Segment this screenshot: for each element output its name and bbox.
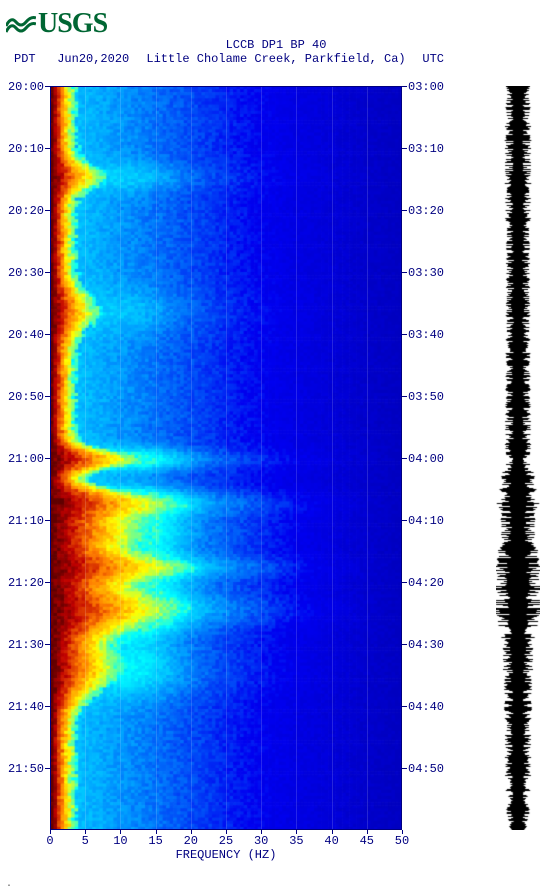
x-tick-mark — [261, 830, 262, 834]
y-left-tick-mark — [45, 582, 50, 583]
gridline — [332, 86, 333, 830]
y-left-tick-label: 20:40 — [8, 328, 44, 342]
x-tick-label: 30 — [254, 834, 268, 848]
y-right-tick-label: 04:40 — [408, 700, 444, 714]
gridline — [156, 86, 157, 830]
x-tick-mark — [332, 830, 333, 834]
x-tick-mark — [120, 830, 121, 834]
y-left-tick-label: 21:00 — [8, 452, 44, 466]
x-tick-mark — [402, 830, 403, 834]
gridline — [120, 86, 121, 830]
footnote: . — [6, 879, 12, 890]
y-right-tick-label: 04:10 — [408, 514, 444, 528]
y-left-tick-label: 20:30 — [8, 266, 44, 280]
x-tick-mark — [367, 830, 368, 834]
y-right-tick-mark — [402, 644, 407, 645]
y-right-tick-label: 03:20 — [408, 204, 444, 218]
seismogram-trace — [496, 86, 540, 830]
x-tick-mark — [226, 830, 227, 834]
usgs-logo-text: USGS — [38, 8, 107, 40]
gridline — [367, 86, 368, 830]
y-right-tick-label: 04:20 — [408, 576, 444, 590]
y-right-tick-label: 03:00 — [408, 80, 444, 94]
gridline — [296, 86, 297, 830]
gridline — [226, 86, 227, 830]
gridline — [261, 86, 262, 830]
y-left-tick-label: 21:10 — [8, 514, 44, 528]
y-right-tick-mark — [402, 706, 407, 707]
x-axis: FREQUENCY (HZ) 05101520253035404550 — [50, 830, 402, 870]
x-tick-label: 25 — [219, 834, 233, 848]
x-tick-label: 35 — [289, 834, 303, 848]
y-right-tick-mark — [402, 768, 407, 769]
usgs-wave-icon — [6, 10, 36, 39]
y-left-tick-label: 20:50 — [8, 390, 44, 404]
y-right-tick-mark — [402, 582, 407, 583]
y-left-tick-mark — [45, 148, 50, 149]
y-left-tick-mark — [45, 768, 50, 769]
y-right-tick-mark — [402, 272, 407, 273]
y-right-tick-label: 03:30 — [408, 266, 444, 280]
y-left-tick-mark — [45, 706, 50, 707]
chart-title-line1: LCCB DP1 BP 40 — [0, 38, 552, 52]
y-left-tick-mark — [45, 458, 50, 459]
x-tick-mark — [156, 830, 157, 834]
x-tick-mark — [85, 830, 86, 834]
gridline — [85, 86, 86, 830]
x-tick-label: 40 — [324, 834, 338, 848]
gridline — [191, 86, 192, 830]
x-axis-label: FREQUENCY (HZ) — [50, 848, 402, 862]
x-tick-label: 50 — [395, 834, 409, 848]
y-left-tick-mark — [45, 396, 50, 397]
y-left-tick-mark — [45, 86, 50, 87]
y-right-tick-mark — [402, 86, 407, 87]
y-right-tick-mark — [402, 458, 407, 459]
x-tick-label: 10 — [113, 834, 127, 848]
y-left-tick-label: 20:00 — [8, 80, 44, 94]
y-right-tick-label: 04:30 — [408, 638, 444, 652]
y-right-tick-label: 03:50 — [408, 390, 444, 404]
y-axis-left: 20:0020:1020:2020:3020:4020:5021:0021:10… — [0, 86, 50, 830]
y-right-tick-mark — [402, 148, 407, 149]
x-tick-mark — [191, 830, 192, 834]
spectrogram-plot — [50, 86, 402, 830]
right-timezone-label: UTC — [422, 52, 444, 66]
x-tick-label: 20 — [184, 834, 198, 848]
y-left-tick-label: 21:40 — [8, 700, 44, 714]
x-tick-label: 15 — [148, 834, 162, 848]
y-right-tick-label: 04:00 — [408, 452, 444, 466]
y-axis-right: 03:0003:1003:2003:3003:4003:5004:0004:10… — [402, 86, 462, 830]
x-tick-label: 5 — [82, 834, 89, 848]
y-left-tick-mark — [45, 334, 50, 335]
y-left-tick-label: 20:20 — [8, 204, 44, 218]
x-tick-mark — [50, 830, 51, 834]
y-left-tick-label: 20:10 — [8, 142, 44, 156]
y-left-tick-label: 21:30 — [8, 638, 44, 652]
x-tick-label: 0 — [46, 834, 53, 848]
usgs-logo: USGS — [6, 8, 107, 40]
x-tick-mark — [296, 830, 297, 834]
page-root: USGS LCCB DP1 BP 40 PDT Jun20,2020 Littl… — [0, 0, 552, 892]
y-left-tick-mark — [45, 272, 50, 273]
y-right-tick-label: 04:50 — [408, 762, 444, 776]
y-left-tick-label: 21:50 — [8, 762, 44, 776]
seismogram-canvas — [496, 86, 540, 830]
y-left-tick-mark — [45, 210, 50, 211]
y-right-tick-mark — [402, 210, 407, 211]
y-left-tick-label: 21:20 — [8, 576, 44, 590]
chart-title-line2: Little Cholame Creek, Parkfield, Ca) — [0, 52, 552, 66]
y-left-tick-mark — [45, 644, 50, 645]
y-right-tick-mark — [402, 396, 407, 397]
y-right-tick-label: 03:40 — [408, 328, 444, 342]
y-right-tick-mark — [402, 334, 407, 335]
x-tick-label: 45 — [360, 834, 374, 848]
y-right-tick-label: 03:10 — [408, 142, 444, 156]
y-right-tick-mark — [402, 520, 407, 521]
y-left-tick-mark — [45, 520, 50, 521]
